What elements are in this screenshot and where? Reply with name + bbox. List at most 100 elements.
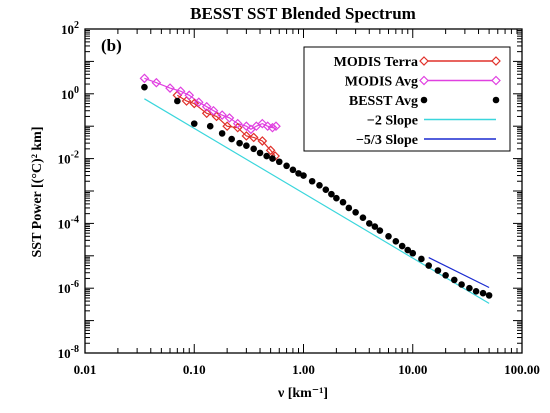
besst-avg-point [263, 152, 270, 160]
besst-avg-point [376, 227, 384, 234]
legend-label-2-slope: −2 Slope [367, 114, 418, 129]
modis-terra-point [222, 121, 232, 132]
modis-avg-point [208, 105, 219, 116]
besst-avg-point [371, 223, 379, 230]
modis-avg-line [144, 77, 277, 131]
modis-avg-point [175, 86, 186, 97]
besst-avg-point [450, 276, 458, 284]
chart-title: BESST SST Blended Spectrum [190, 4, 416, 23]
besst-avg-point [352, 209, 359, 216]
besst-avg-point [250, 145, 257, 153]
besst-avg-point [345, 204, 353, 212]
besst-avg-point [339, 198, 347, 206]
modis-avg-point [232, 118, 243, 129]
besst-avg-point [141, 83, 148, 91]
y-tick-label: 100 [61, 85, 79, 102]
besst-avg-point [256, 149, 264, 157]
modis-avg-point [257, 118, 268, 129]
besst-avg-point [289, 166, 297, 174]
modis-terra-point [201, 108, 212, 119]
besst-avg-point [269, 155, 276, 162]
besst-avg-point [479, 289, 487, 297]
modis-avg-point [201, 101, 212, 112]
legend-swatch-marker-modis-avg [419, 75, 429, 86]
5-3-slope-line [428, 257, 490, 289]
besst-avg-point [283, 162, 290, 170]
legend: MODIS Terra MODIS Avg BESST Avg −2 Slope −5/… [303, 46, 511, 152]
besst-avg-point [466, 284, 473, 292]
x-tick-label: 0.01 [74, 362, 97, 377]
x-tick-labels: 0.01 0.10 1.00 10.00 100.00 [74, 362, 540, 377]
modis-avg-point [139, 73, 150, 84]
2-slope-line [144, 98, 490, 304]
modis-terra-point [232, 122, 243, 133]
besst-avg-point [236, 139, 243, 147]
y-tick-labels: 10-8 10-6 10-4 10-2 100 102 [58, 20, 79, 361]
besst-avg-point [190, 120, 198, 127]
legend-label-5-3-slope: −5/3 Slope [356, 133, 418, 148]
modis-avg-point [271, 121, 281, 132]
series-lines [144, 77, 490, 304]
y-tick-label: 10-8 [58, 344, 79, 361]
besst-avg-point [404, 246, 412, 254]
besst-avg-point [295, 170, 302, 177]
y-tick-label: 10-4 [58, 214, 79, 231]
besst-avg-point [322, 186, 330, 193]
x-tick-label: 10.00 [398, 362, 427, 377]
besst-avg-point [365, 220, 373, 227]
x-axis-label: ν [km⁻¹] [277, 386, 328, 401]
besst-avg-point [458, 281, 465, 288]
besst-avg-point [392, 238, 400, 245]
modis-terra-line [176, 94, 276, 157]
legend-swatch-marker-besst-avg [492, 96, 500, 104]
besst-avg-point [385, 232, 392, 240]
legend-label-modis-terra: MODIS Terra [334, 55, 418, 70]
y-axis-label: SST Power [(°C)² km] [30, 127, 45, 258]
modis-avg-point [193, 97, 204, 108]
legend-label-modis-avg: MODIS Avg [345, 75, 418, 90]
series-markers [139, 73, 493, 299]
besst-avg-point [333, 194, 340, 202]
legend-label-besst-avg: BESST Avg [349, 94, 418, 109]
y-tick-label: 10-2 [58, 150, 79, 167]
besst-avg-point [328, 190, 335, 198]
besst-avg-point [434, 267, 442, 274]
besst-avg-point [243, 142, 250, 150]
modis-avg-point [217, 110, 227, 120]
besst-avg-point [316, 181, 323, 189]
modis-avg-point [241, 121, 252, 132]
axis-ticks [84, 29, 522, 354]
besst-avg-point [418, 255, 425, 263]
x-tick-label: 100.00 [504, 362, 540, 377]
modis-avg-point [184, 90, 195, 101]
legend-swatch-marker-besst-avg [420, 96, 428, 104]
besst-avg-point [228, 135, 235, 143]
besst-avg-point [300, 172, 307, 179]
besst-avg-point [308, 177, 316, 185]
besst-avg-point [398, 242, 406, 250]
besst-avg-point [218, 130, 226, 137]
modis-avg-point [151, 77, 162, 88]
panel-label: (b) [101, 36, 122, 55]
modis-avg-point [267, 122, 278, 133]
legend-box [303, 46, 511, 152]
modis-terra-point [241, 131, 252, 141]
legend-swatch-marker-modis-terra [491, 56, 501, 66]
besst-avg-point [206, 122, 214, 130]
modis-avg-point [262, 121, 273, 132]
modis-avg-point [165, 83, 175, 93]
legend-swatch-marker-modis-avg [491, 75, 501, 86]
besst-avg-point [409, 249, 417, 257]
legend-swatch-marker-modis-terra [419, 56, 429, 66]
modis-terra-point [189, 98, 200, 109]
modis-terra-point [248, 132, 259, 143]
modis-terra-point [257, 136, 268, 146]
besst-avg-point [442, 272, 449, 279]
y-tick-label: 10-6 [58, 279, 79, 296]
modis-avg-point [224, 113, 235, 123]
x-tick-label: 0.10 [183, 362, 206, 377]
modis-terra-point [265, 145, 276, 156]
besst-avg-point [174, 97, 181, 105]
y-tick-label: 102 [61, 20, 79, 37]
